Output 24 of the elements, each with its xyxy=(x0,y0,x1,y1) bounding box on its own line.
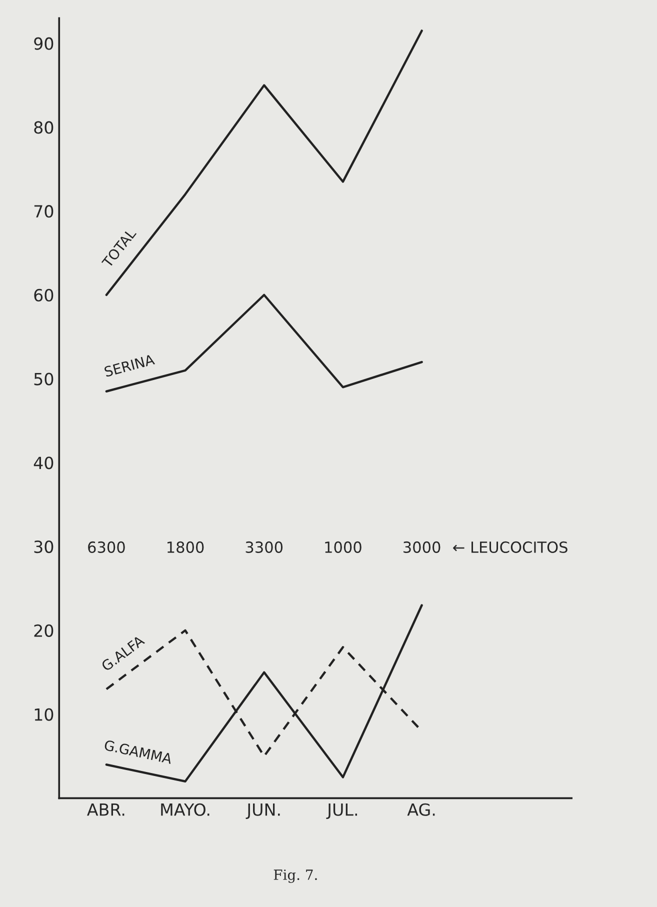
y-tick-label: 40 xyxy=(34,456,54,470)
y-tick-label: 50 xyxy=(34,372,54,386)
annotation: 6300 xyxy=(88,541,125,553)
y-tick-label: 30 xyxy=(34,540,54,554)
y-tick-label: 80 xyxy=(34,121,54,134)
x-tick-label: AG. xyxy=(407,803,435,816)
annotation: 3300 xyxy=(246,541,283,553)
y-tick-label: 70 xyxy=(34,205,54,218)
annotation: ← LEUCOCITOS xyxy=(453,541,568,553)
annotation: 1800 xyxy=(168,541,204,553)
annotation: 3000 xyxy=(404,541,440,553)
y-tick-label: 60 xyxy=(34,288,54,302)
y-tick-label: 20 xyxy=(34,624,54,637)
x-tick-label: MAYO. xyxy=(161,803,210,816)
annotation: 1000 xyxy=(325,541,362,553)
y-tick-label: 10 xyxy=(34,708,54,721)
caption: Fig. 7. xyxy=(274,870,317,883)
y-tick-label: 90 xyxy=(34,37,54,50)
text: G.GAMMA xyxy=(104,740,173,764)
x-tick-label: JUN. xyxy=(246,804,280,820)
line-series xyxy=(105,294,423,392)
x-tick-label: ABR. xyxy=(87,804,124,816)
x-tick-label: JUL. xyxy=(326,804,358,820)
text: SERINA xyxy=(104,354,156,378)
